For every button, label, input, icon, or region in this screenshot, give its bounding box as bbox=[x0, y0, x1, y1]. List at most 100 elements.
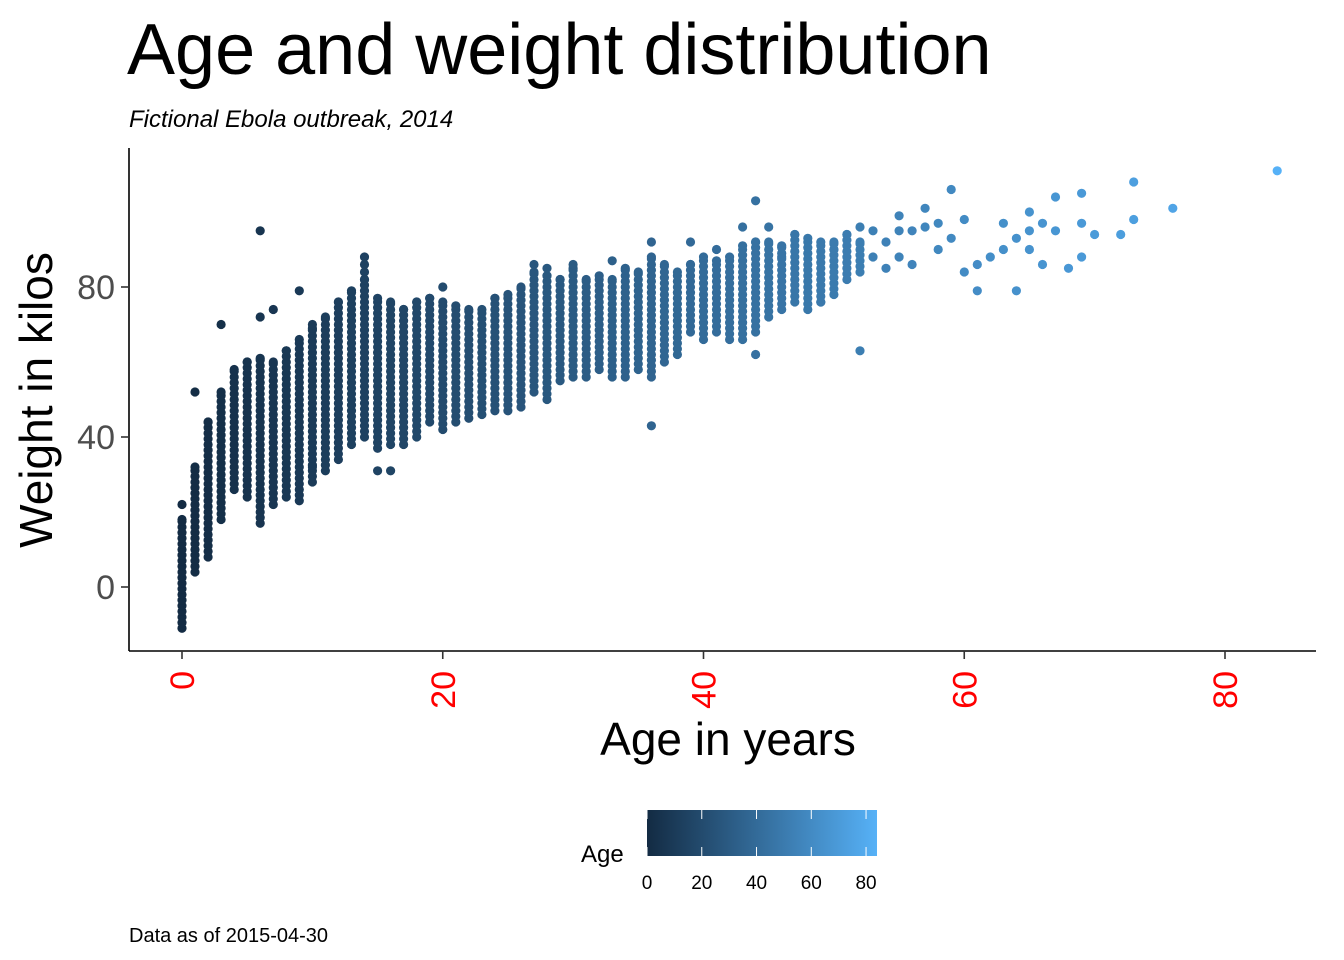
data-point bbox=[594, 271, 604, 281]
data-point bbox=[1024, 226, 1034, 236]
data-point bbox=[842, 229, 852, 240]
data-point bbox=[307, 319, 317, 330]
data-point bbox=[359, 267, 370, 277]
data-point bbox=[359, 259, 370, 270]
data-point bbox=[1168, 203, 1178, 213]
x-tick-label: 20 bbox=[425, 671, 463, 709]
x-tick-label: 80 bbox=[1207, 671, 1245, 709]
data-point bbox=[711, 244, 722, 255]
data-point bbox=[959, 267, 969, 277]
data-points bbox=[177, 166, 1282, 633]
data-point bbox=[725, 252, 735, 262]
legend-title: Age bbox=[581, 841, 624, 868]
legend-tick-label: 80 bbox=[855, 873, 876, 894]
legend-colorbar bbox=[647, 810, 877, 856]
data-point bbox=[881, 263, 891, 273]
data-point bbox=[972, 286, 982, 296]
data-point bbox=[777, 252, 787, 262]
y-axis-ticks: 0 40 80 bbox=[77, 269, 129, 607]
data-point bbox=[177, 514, 187, 525]
data-point bbox=[751, 349, 761, 360]
data-point bbox=[359, 252, 370, 262]
data-point bbox=[607, 256, 617, 266]
y-tick-label: 0 bbox=[96, 569, 115, 607]
data-point bbox=[946, 184, 956, 195]
data-point bbox=[255, 312, 265, 322]
data-point bbox=[959, 214, 969, 225]
data-point bbox=[490, 293, 500, 303]
data-point bbox=[425, 293, 435, 303]
data-point bbox=[920, 203, 930, 213]
data-point bbox=[1037, 259, 1048, 270]
data-point bbox=[255, 226, 265, 236]
legend-tick-label: 60 bbox=[801, 873, 822, 894]
data-point bbox=[933, 218, 943, 228]
data-point bbox=[1037, 218, 1048, 228]
data-point bbox=[985, 252, 995, 262]
data-point bbox=[268, 304, 278, 315]
data-point bbox=[568, 259, 578, 270]
data-point bbox=[698, 252, 709, 262]
data-point bbox=[894, 226, 904, 236]
data-point bbox=[907, 226, 917, 236]
data-point bbox=[646, 252, 657, 262]
y-tick-label: 80 bbox=[77, 269, 115, 307]
data-point bbox=[542, 271, 552, 281]
data-point bbox=[790, 229, 800, 240]
data-point bbox=[555, 274, 565, 285]
data-point bbox=[464, 304, 474, 315]
data-point bbox=[268, 357, 278, 367]
data-point bbox=[1011, 286, 1022, 296]
data-point bbox=[1024, 207, 1034, 217]
chart-caption: Data as of 2015-04-30 bbox=[129, 925, 328, 947]
data-point bbox=[868, 226, 878, 236]
data-point bbox=[190, 462, 200, 472]
data-point bbox=[516, 282, 526, 292]
data-point bbox=[633, 267, 643, 277]
data-point bbox=[529, 267, 539, 277]
data-point bbox=[646, 237, 657, 247]
data-point bbox=[307, 462, 317, 472]
data-point bbox=[894, 252, 904, 262]
data-point bbox=[764, 222, 774, 232]
x-tick-label: 60 bbox=[946, 671, 984, 709]
data-point bbox=[294, 334, 304, 345]
data-point bbox=[503, 289, 513, 300]
data-point bbox=[1050, 192, 1061, 202]
chart-subtitle: Fictional Ebola outbreak, 2014 bbox=[129, 106, 453, 133]
data-point bbox=[1063, 263, 1074, 273]
data-point bbox=[242, 357, 252, 367]
data-point bbox=[529, 259, 539, 270]
data-point bbox=[373, 466, 383, 476]
data-point bbox=[829, 237, 839, 247]
data-point bbox=[829, 244, 839, 255]
data-point bbox=[777, 241, 787, 251]
legend-tick-label: 40 bbox=[746, 873, 767, 894]
data-point bbox=[294, 286, 304, 296]
data-point bbox=[972, 259, 982, 270]
data-point bbox=[203, 417, 213, 427]
data-point bbox=[868, 252, 878, 262]
data-point bbox=[438, 297, 448, 307]
data-point bbox=[346, 286, 357, 296]
data-point bbox=[672, 267, 683, 277]
data-point bbox=[1011, 233, 1022, 243]
data-point bbox=[1050, 226, 1061, 236]
data-point bbox=[607, 274, 617, 285]
data-point bbox=[451, 301, 461, 311]
data-point bbox=[751, 237, 761, 247]
x-axis-ticks: 0 20 40 60 80 bbox=[164, 651, 1245, 709]
data-point bbox=[1077, 252, 1087, 262]
x-tick-label: 0 bbox=[164, 671, 202, 690]
data-point bbox=[659, 259, 670, 270]
data-point bbox=[1077, 188, 1087, 198]
data-point bbox=[177, 499, 187, 510]
data-point bbox=[894, 211, 904, 221]
data-point bbox=[646, 421, 657, 431]
data-point bbox=[933, 244, 943, 255]
data-point bbox=[190, 387, 200, 397]
data-point bbox=[386, 297, 396, 307]
chart-title: Age and weight distribution bbox=[127, 10, 992, 90]
data-point bbox=[738, 222, 748, 232]
